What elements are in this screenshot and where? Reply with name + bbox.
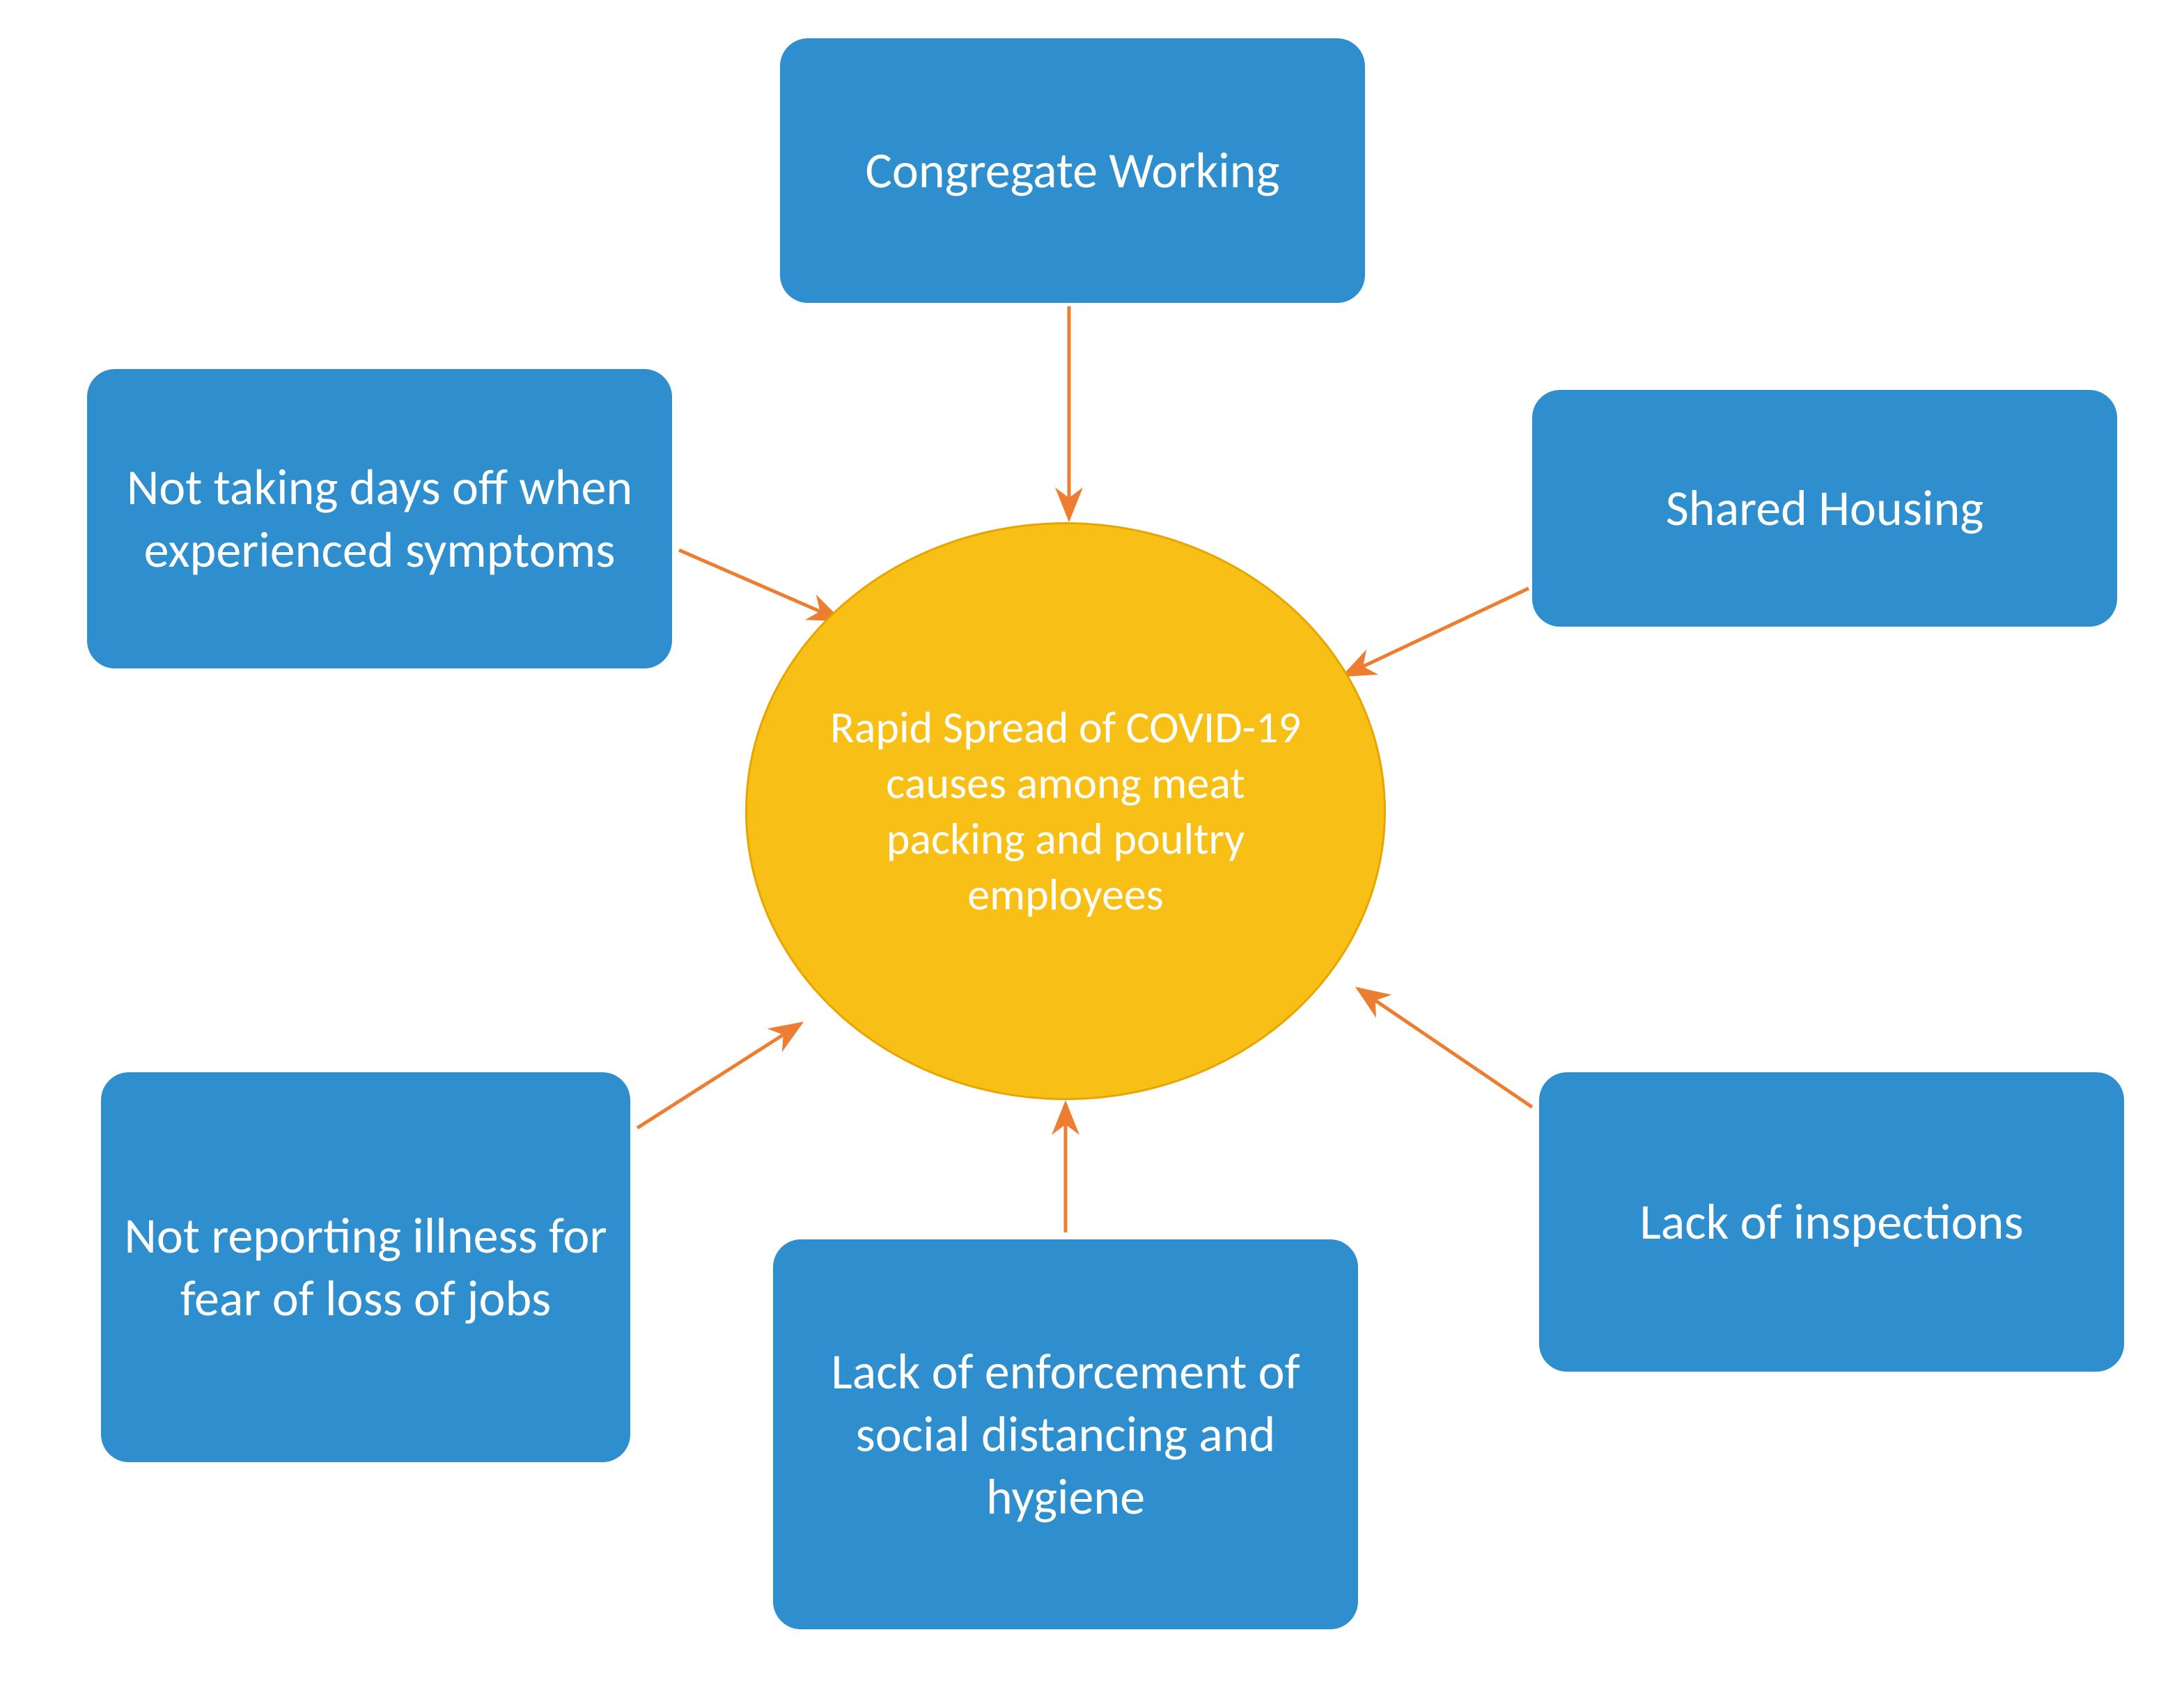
outer-node-label: Congregate Working	[845, 125, 1301, 216]
outer-node-label: Lack of enforcement of social distancing…	[773, 1326, 1358, 1542]
outer-node-lower-right: Lack of inspections	[1539, 1072, 2124, 1372]
outer-node-label: Shared Housing	[1645, 463, 2005, 554]
arrow-from-upper-left	[679, 550, 839, 620]
outer-node-bottom: Lack of enforcement of social distancing…	[773, 1239, 1358, 1629]
outer-node-label: Not taking days off when experienced sym…	[87, 442, 672, 595]
outer-node-lower-left: Not reporting illness for fear of loss o…	[101, 1072, 630, 1462]
outer-node-upper-right: Shared Housing	[1532, 390, 2117, 627]
outer-node-label: Not reporting illness for fear of loss o…	[101, 1191, 630, 1344]
arrow-from-lower-left	[637, 1024, 801, 1128]
center-node: Rapid Spread of COVID-19 causes among me…	[745, 522, 1386, 1100]
arrow-from-upper-right	[1344, 588, 1529, 675]
covid-spread-diagram: Rapid Spread of COVID-19 causes among me…	[0, 0, 2184, 1701]
outer-node-top: Congregate Working	[780, 38, 1365, 303]
center-node-label: Rapid Spread of COVID-19 causes among me…	[803, 686, 1328, 936]
outer-node-upper-left: Not taking days off when experienced sym…	[87, 369, 672, 668]
outer-node-label: Lack of inspections	[1618, 1177, 2044, 1267]
arrow-from-lower-right	[1358, 989, 1532, 1107]
